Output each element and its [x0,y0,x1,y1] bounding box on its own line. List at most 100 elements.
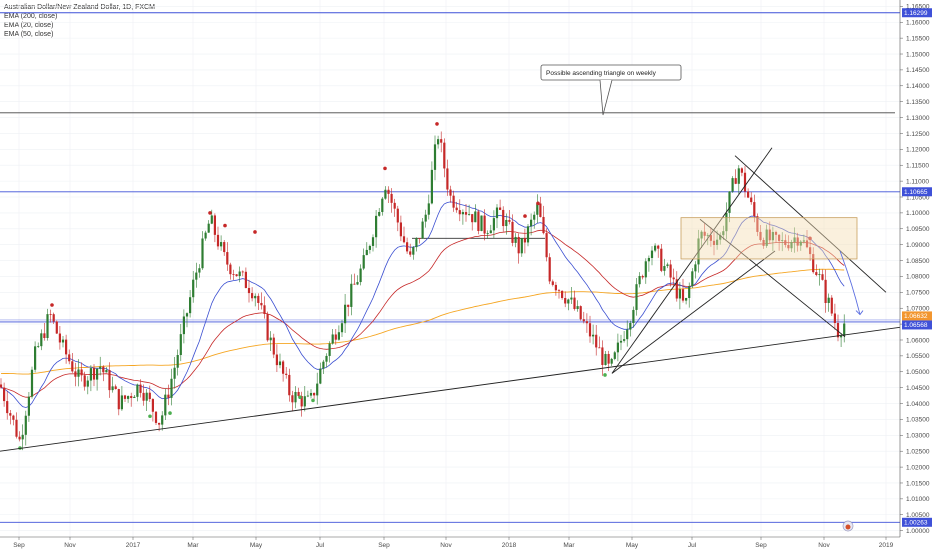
candle-body [368,245,371,250]
horizontal-levels [0,12,900,523]
candle-body [595,334,598,348]
chart-legend: Australian Dollar/New Zealand Dollar, 1D… [4,3,155,39]
candle-body [154,411,158,423]
candle-body [827,297,830,303]
candle-body [340,323,344,333]
candle-body [285,373,288,375]
candle-body [548,257,551,282]
replay-icon[interactable] [842,520,854,532]
candle-body [164,394,167,416]
y-tick-label: 1.12000 [906,147,930,154]
candle-body [142,392,145,401]
candle-body [601,347,604,365]
y-tick-label: 1.01500 [906,480,930,487]
candle-body [508,219,511,222]
signal-dot [603,373,607,377]
candle-body [588,323,592,337]
y-tick-label: 1.10000 [906,210,930,217]
consolidation-box [680,217,858,260]
candle-body [80,369,83,376]
candle-body [545,233,548,258]
candle-body [409,251,412,255]
candle-body [378,211,381,216]
candle-body [347,304,350,307]
candle-body [564,297,567,304]
legend-title: Australian Dollar/New Zealand Dollar, 1D… [4,4,155,11]
candle-body [700,231,703,239]
candle-body [83,375,86,387]
candle-body [505,219,508,227]
candle-body [790,242,793,249]
candle-body [319,368,322,384]
candle-body [843,323,846,336]
candle-body [46,314,49,339]
candle-body [244,271,247,288]
candle-body [139,384,142,393]
signal-dot [208,211,212,215]
price-tag-label: 1.16299 [904,10,928,17]
candle-body [402,236,406,243]
candle-body [809,247,812,255]
candle-body [269,337,272,341]
candle-body [353,283,356,285]
candle-body [49,314,52,315]
x-tick-label: Sep [378,542,390,549]
y-tick-label: 1.00000 [906,528,930,535]
y-tick-label: 1.07000 [906,306,930,313]
candle-body [40,333,43,347]
candle-body [681,289,685,301]
annotation-pointer [599,79,613,116]
candle-body [740,168,743,173]
candle-body [781,240,784,241]
price-tag-bg [902,320,932,330]
candle-body [523,237,526,243]
candle-body [167,394,170,398]
candle-body [179,334,182,356]
candle-body [526,226,530,243]
candle-body [530,219,533,227]
candle-body [455,207,458,211]
x-tick-label: 2018 [502,542,517,549]
candle-body [235,274,238,277]
candle-body [297,391,300,397]
candle-body [170,378,173,398]
candle-body [309,392,313,396]
candle-body [771,231,774,241]
signal-dot [223,223,227,228]
candle-body [381,198,384,212]
candle-body [418,238,421,239]
signal-dot [148,414,152,419]
candle-body [176,355,179,368]
y-tick-label: 1.16000 [906,20,930,27]
candle-body [102,366,105,373]
channel-lower-line [611,250,776,374]
x-tick-label: Nov [818,542,830,549]
candle-body [111,386,114,391]
candle-body [288,374,291,396]
candle-body [576,306,579,309]
y-tick-label: 1.14000 [906,83,930,90]
y-tick-label: 1.06000 [906,337,930,344]
candle-body [173,367,176,379]
candle-body [437,139,440,145]
candle-body [247,287,251,294]
price-tag-bg [902,8,932,18]
candle-body [89,368,92,381]
candle-body [753,202,756,217]
candle-body [483,215,486,234]
y-tick-label: 1.13500 [906,99,930,106]
candle-body [6,401,9,414]
x-tick-label: Nov [64,542,76,549]
signal-dot [383,166,387,171]
candle-body [331,334,334,344]
projection-arrowhead [855,310,864,316]
candle-body [9,413,12,416]
candle-body [192,279,195,298]
candle-body [238,271,241,277]
candle-body [406,242,409,252]
candle-body [145,392,148,401]
candle-body [536,203,539,215]
candle-body [371,237,375,246]
annotation-callout: Possible ascending triangle on weekly [540,64,682,116]
